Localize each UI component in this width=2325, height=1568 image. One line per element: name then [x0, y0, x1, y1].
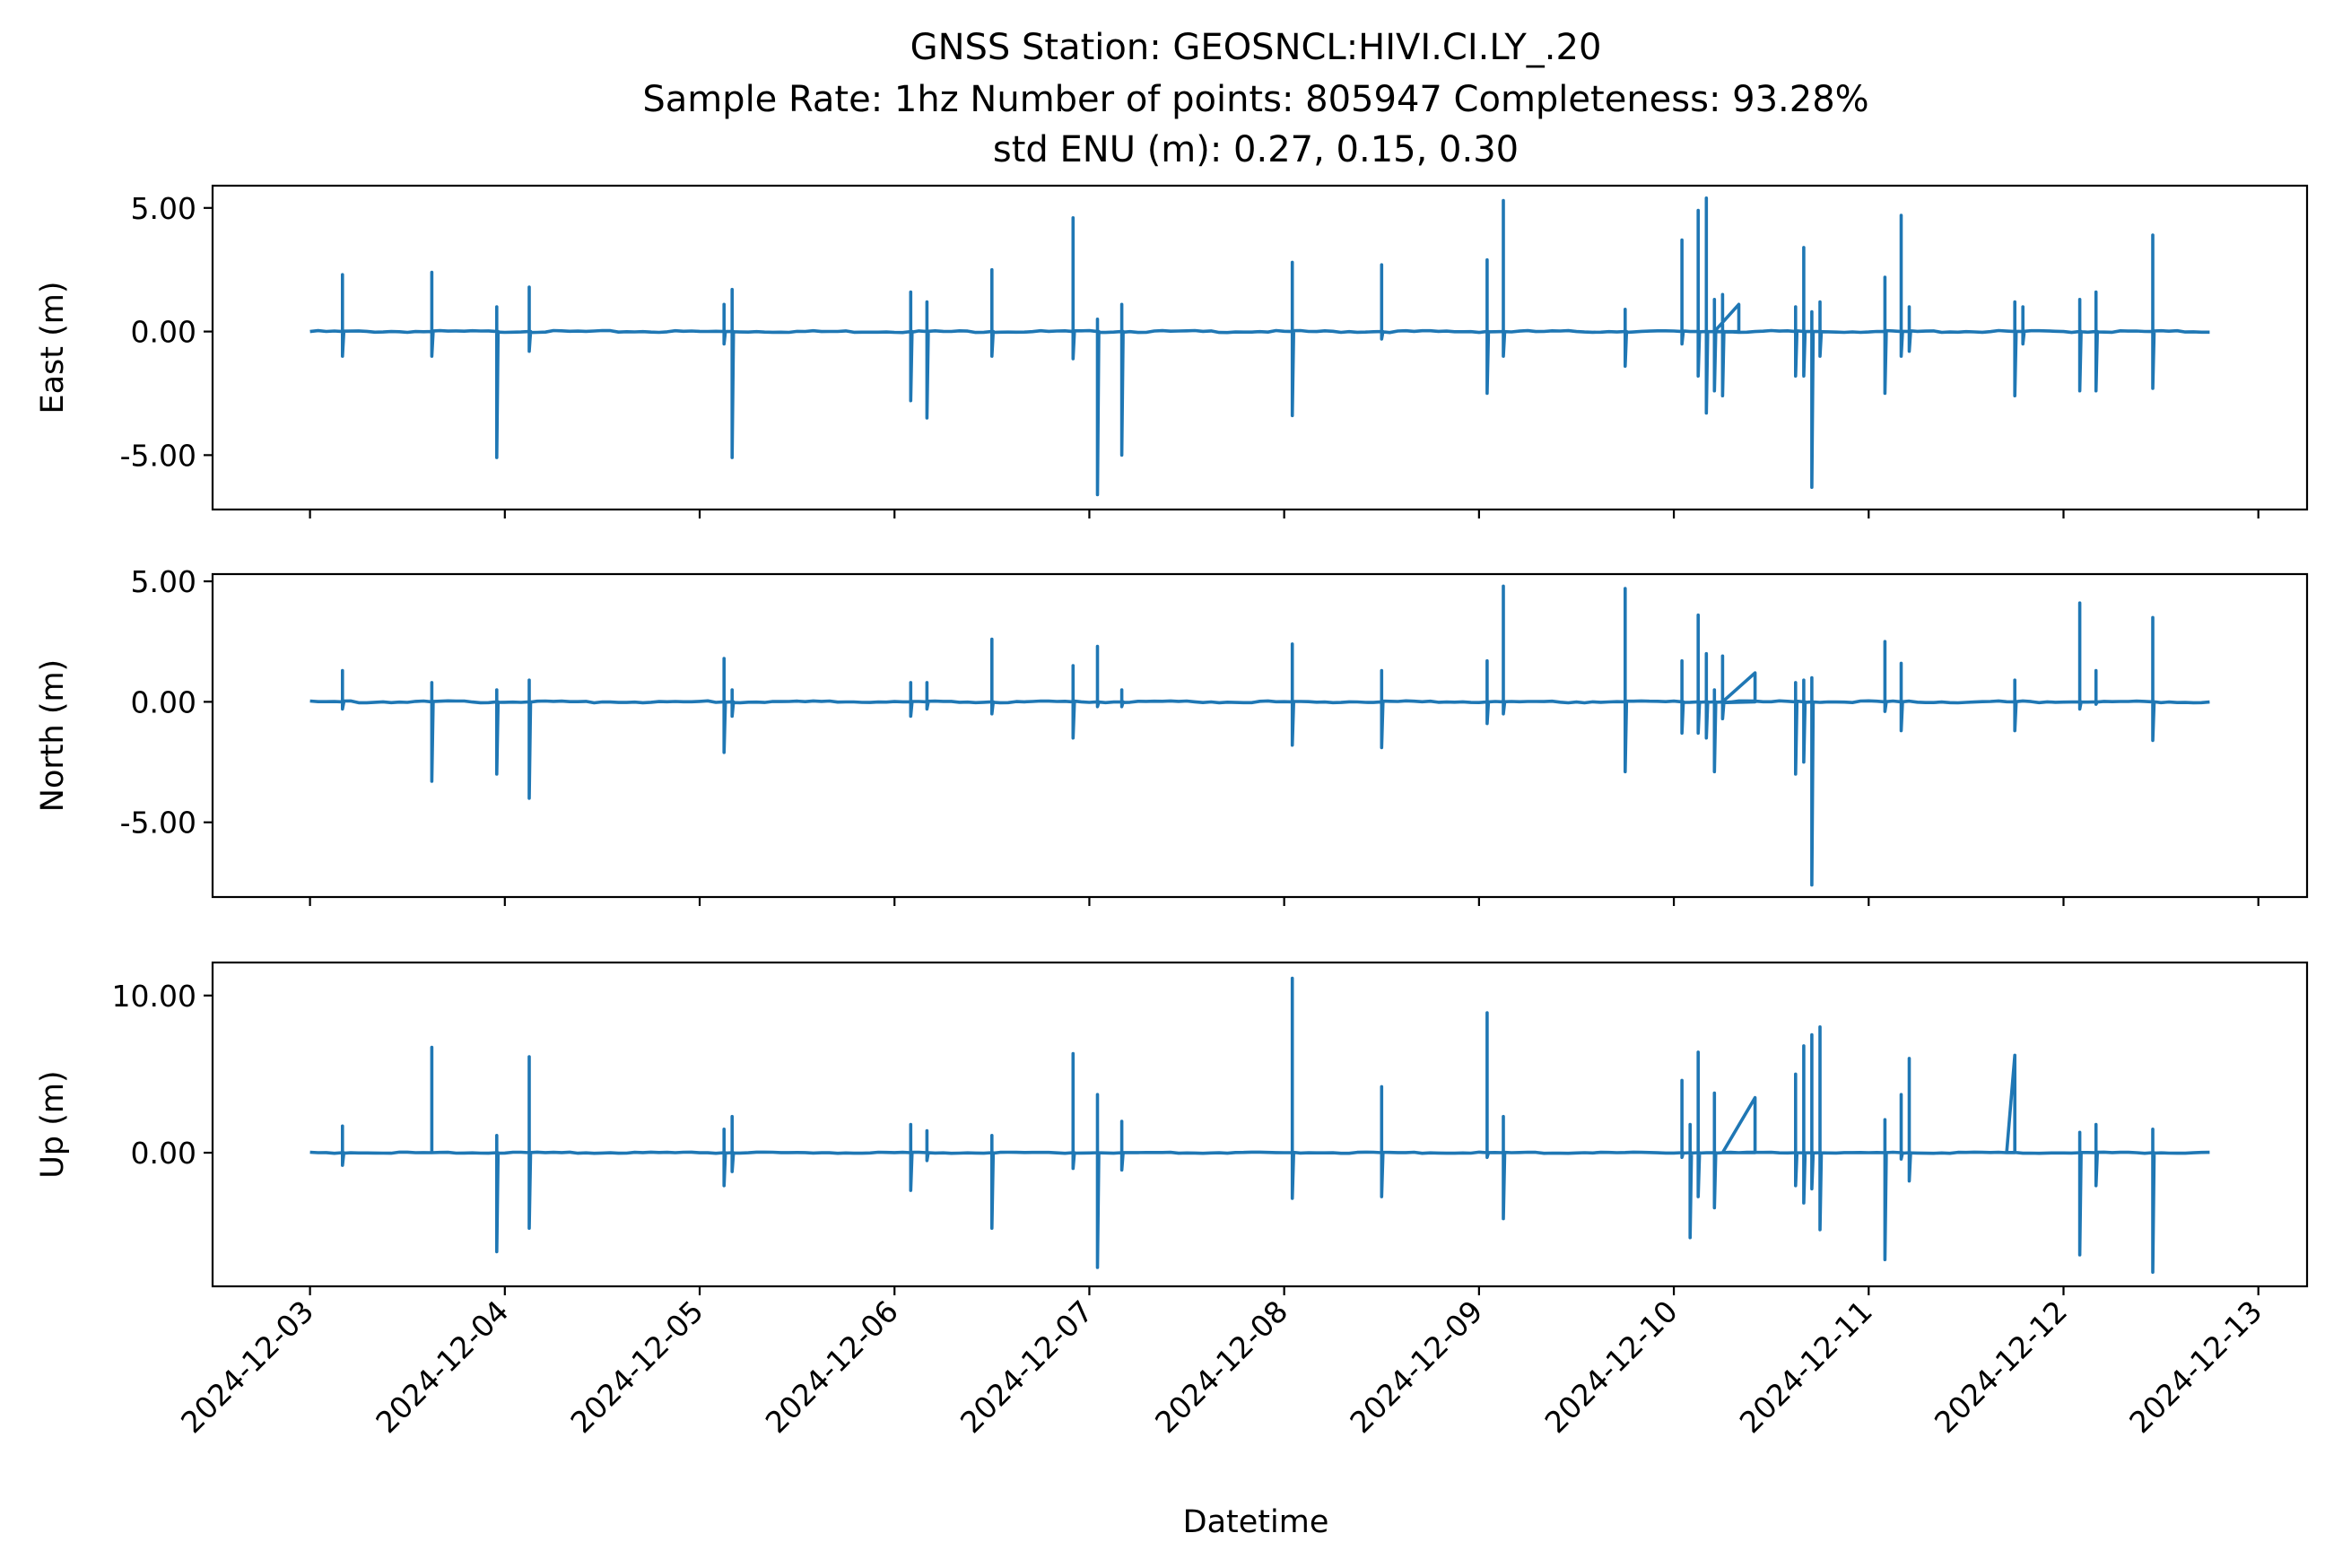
series-line-1: [309, 584, 2210, 887]
panel-0: 5.00 0.00 -5.00 East (m): [35, 184, 2309, 518]
subplot-panels: 5.00 0.00 -5.00 East (m) 5.00 0.00 -5.00 North …: [35, 184, 2309, 1295]
panel-frame-2: [211, 961, 2309, 1288]
panel-frame-0: [211, 184, 2309, 511]
y-tick-label-2-0: 10.00: [112, 979, 196, 1014]
y-tick-label-0-2: -5.00: [120, 438, 196, 473]
series-line-0: [309, 196, 2210, 497]
y-axis-label-2: Up (m): [35, 1070, 71, 1178]
y-axis-label-0: East (m): [35, 281, 71, 414]
y-axis-label-1: North (m): [35, 659, 71, 812]
panel-frame-1: [211, 572, 2309, 899]
y-tick-label-1-2: -5.00: [120, 806, 196, 841]
y-tick-label-1-1: 0.00: [131, 684, 196, 719]
panel-2: 10.00 0.00 Up (m): [35, 961, 2309, 1295]
title-line-2: Sample Rate: 1hz Number of points: 80594…: [642, 79, 1868, 120]
x-axis-label: Datetime: [1183, 1504, 1329, 1540]
panel-1: 5.00 0.00 -5.00 North (m): [35, 564, 2309, 906]
series-line-2: [309, 976, 2210, 1274]
y-tick-label-0-0: 5.00: [131, 191, 196, 226]
y-tick-label-2-1: 0.00: [131, 1136, 196, 1171]
y-tick-label-0-1: 0.00: [131, 315, 196, 350]
title-line-3: std ENU (m): 0.27, 0.15, 0.30: [993, 129, 1519, 170]
title-line-1: GNSS Station: GEOSNCL:HIVI.CI.LY_.20: [910, 27, 1602, 68]
y-tick-label-1-0: 5.00: [131, 564, 196, 599]
